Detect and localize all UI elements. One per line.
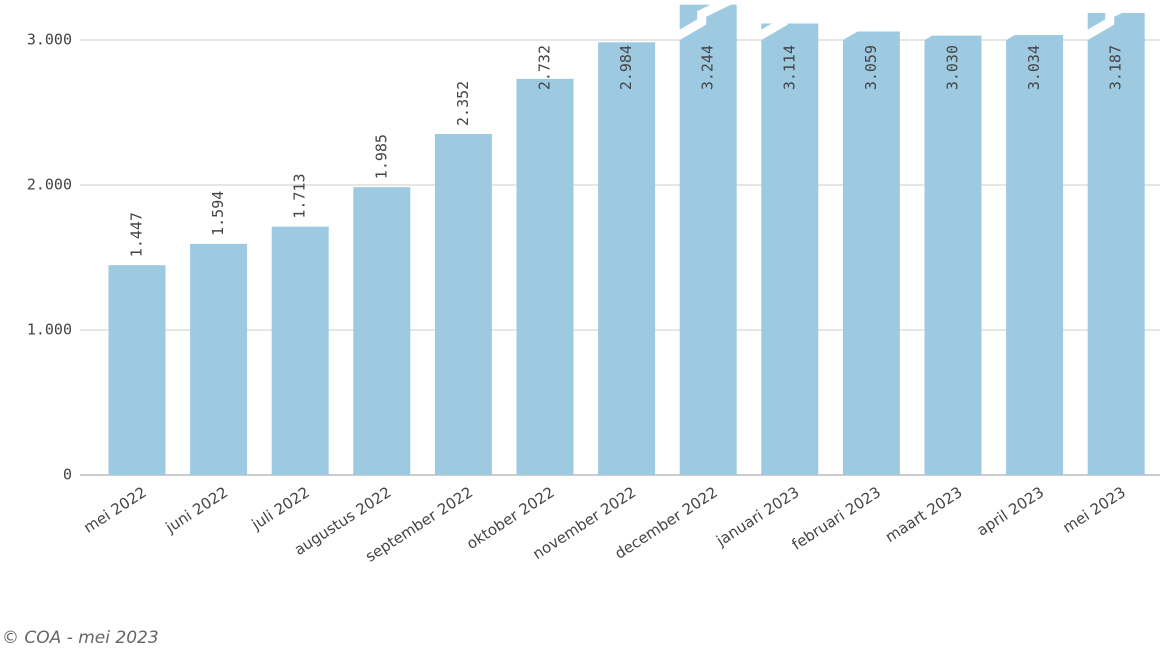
- value-label: 2.984: [617, 45, 635, 90]
- value-label: 3.034: [1025, 45, 1043, 90]
- x-tick-label: april 2023: [974, 483, 1048, 540]
- axis-break: [920, 0, 986, 40]
- x-tick-label: maart 2023: [882, 483, 966, 546]
- value-label: 3.244: [699, 45, 717, 90]
- bar: [679, 4, 737, 476]
- bar: [353, 187, 411, 475]
- bar: [924, 35, 982, 476]
- y-tick-label: 2.000: [27, 176, 72, 194]
- value-label: 3.030: [944, 45, 962, 90]
- bar: [1087, 12, 1145, 476]
- bar: [190, 243, 248, 475]
- axis-break: [838, 0, 904, 40]
- value-label: 3.187: [1107, 45, 1125, 90]
- value-label: 1.447: [128, 212, 146, 257]
- axis-break: [1083, 0, 1149, 40]
- axis-break: [675, 0, 741, 40]
- bar: [1006, 35, 1064, 475]
- value-label: 2.732: [536, 45, 554, 90]
- y-tick-label: 1.000: [27, 321, 72, 339]
- bar: [598, 42, 656, 475]
- value-label: 1.713: [291, 173, 309, 218]
- x-tick-label: juni 2022: [162, 483, 232, 537]
- value-label: 3.114: [780, 45, 798, 90]
- x-tick-label: juli 2022: [248, 483, 313, 534]
- bar: [271, 226, 329, 475]
- bar: [108, 265, 166, 475]
- y-tick-label: 3.000: [27, 31, 72, 49]
- value-label: 3.059: [862, 45, 880, 90]
- x-tick-label: mei 2022: [80, 483, 149, 537]
- source-note: © COA - mei 2023: [2, 628, 159, 648]
- x-tick-label: mei 2023: [1060, 483, 1129, 537]
- y-tick-label: 0: [63, 466, 72, 484]
- bar: [516, 78, 574, 475]
- bar: [842, 31, 900, 475]
- axis-break: [1001, 0, 1068, 40]
- value-label: 1.594: [209, 191, 227, 236]
- value-label: 2.352: [454, 81, 472, 126]
- axis-break: [757, 0, 823, 40]
- value-label: 1.985: [372, 134, 390, 179]
- bar: [761, 23, 819, 475]
- bar: [434, 133, 492, 475]
- x-tick-label: februari 2023: [789, 483, 885, 554]
